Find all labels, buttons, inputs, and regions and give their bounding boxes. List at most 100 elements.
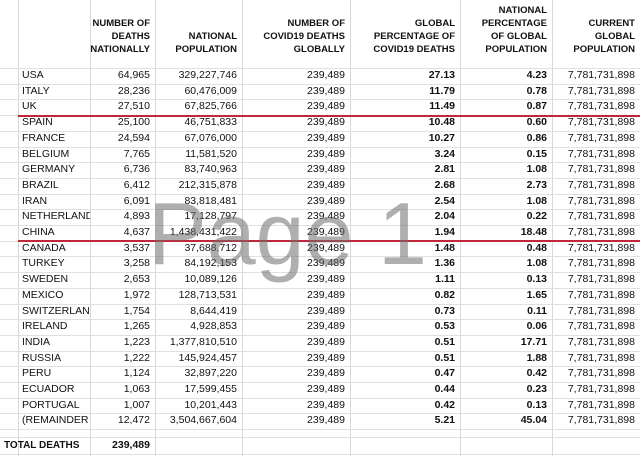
column-header: NUMBER OF COVID19 DEATHS GLOBALLY: [242, 0, 345, 56]
country: ITALY: [22, 84, 50, 97]
cell-value: 7,781,731,898: [567, 398, 635, 411]
country: PORTUGAL: [22, 398, 80, 411]
page-watermark: Page 1: [148, 184, 427, 283]
cell-value: 17.71: [520, 335, 547, 348]
column-header: CURRENT GLOBAL POPULATION: [552, 0, 635, 56]
cell-value: 10,201,443: [184, 398, 237, 411]
cell-value: 1.08: [526, 257, 547, 270]
cell-value: 239,489: [307, 241, 345, 254]
country: CANADA: [22, 241, 66, 254]
country: INDIA: [22, 335, 51, 348]
cell-value: 239,489: [307, 84, 345, 97]
cell-value: 24,594: [117, 131, 150, 144]
grid-line: [0, 454, 640, 455]
country: BRAZIL: [22, 178, 59, 191]
cell-value: 5.21: [434, 414, 455, 427]
cell-value: 0.22: [526, 210, 547, 223]
cell-value: 0.44: [434, 383, 455, 395]
cell-value: 239,489: [307, 351, 345, 364]
cell-value: 1.08: [526, 163, 547, 176]
cell-value: 12,472: [117, 414, 150, 427]
cell-value: 1.08: [526, 194, 547, 207]
cell-value: 7,781,731,898: [567, 367, 635, 380]
header-line: GLOBALLY: [293, 44, 345, 55]
cell-value: 239,489: [307, 288, 345, 301]
cell-value: 239,489: [307, 273, 345, 286]
cell-value: 6,412: [123, 178, 150, 191]
grid-line: [0, 272, 640, 273]
grid-line: [0, 351, 640, 352]
cell-value: 4.23: [526, 69, 547, 81]
cell-value: 0.47: [434, 367, 455, 380]
country: RUSSIA: [22, 351, 62, 364]
grid-line: [460, 0, 461, 456]
cell-value: 2.68: [434, 178, 455, 191]
cell-value: 28,236: [117, 84, 150, 97]
cell-value: 83,740,963: [184, 163, 237, 176]
cell-value: 239,489: [307, 414, 345, 427]
grid-line: [0, 382, 640, 383]
grid-line: [155, 0, 156, 456]
header-line: NATIONAL: [188, 31, 237, 42]
cell-value: 67,076,000: [184, 131, 237, 144]
cell-value: 67,825,766: [184, 100, 237, 113]
header-line: COVID19 DEATHS: [263, 31, 345, 42]
cell-value: 239,489: [307, 226, 345, 238]
cell-value: 239,489: [307, 116, 345, 129]
grid-line: [242, 0, 243, 456]
divider: [18, 115, 640, 117]
cell-value: 32,897,220: [184, 367, 237, 380]
cell-value: 2.73: [526, 178, 547, 191]
cell-value: 7,781,731,898: [567, 320, 635, 333]
country: CHINA: [22, 226, 55, 238]
cell-value: 45.04: [520, 414, 547, 427]
cell-value: 239,489: [307, 210, 345, 223]
cell-value: 37,688,712: [184, 241, 237, 254]
column-header: NUMBER OF DEATHS NATIONALLY: [90, 0, 150, 56]
grid-line: [0, 178, 640, 179]
cell-value: 0.23: [526, 383, 547, 395]
grid-line: [552, 0, 553, 456]
cell-value: 1,265: [123, 320, 150, 333]
cell-value: 84,192,153: [184, 257, 237, 270]
cell-value: 6,736: [123, 163, 150, 176]
cell-value: 64,965: [117, 69, 150, 81]
cell-value: 239,489: [307, 304, 345, 317]
cell-value: 239,489: [307, 335, 345, 348]
grid-line: [0, 366, 640, 367]
header-line: POPULATION: [175, 44, 237, 55]
cell-value: 7,781,731,898: [567, 335, 635, 348]
country: SWITZERLAN: [22, 304, 90, 317]
grid-line: [0, 147, 640, 148]
grid-line: [0, 162, 640, 163]
header-line: NUMBER OF: [92, 18, 150, 29]
cell-value: 27.13: [428, 69, 455, 81]
header-line: PERCENTAGE OF: [373, 31, 455, 42]
grid-line: [0, 288, 640, 289]
cell-value: 0.42: [526, 367, 547, 380]
cell-value: 1,063: [123, 383, 150, 395]
cell-value: 7,781,731,898: [567, 84, 635, 97]
cell-value: 7,781,731,898: [567, 100, 635, 113]
cell-value: 25,100: [117, 116, 150, 129]
cell-value: 239,489: [307, 131, 345, 144]
divider: [18, 240, 640, 242]
cell-value: 8,644,419: [190, 304, 237, 317]
column-header: GLOBAL PERCENTAGE OF COVID19 DEATHS: [350, 0, 455, 56]
cell-value: 7,781,731,898: [567, 383, 635, 395]
cell-value: 7,781,731,898: [567, 116, 635, 129]
grid-line: [0, 99, 640, 100]
grid-line: [0, 429, 640, 430]
cell-value: 7,781,731,898: [567, 163, 635, 176]
cell-value: 239,489: [307, 367, 345, 380]
cell-value: 128,713,531: [178, 288, 237, 301]
cell-value: 239,489: [307, 69, 345, 81]
cell-value: 1,223: [123, 335, 150, 348]
cell-value: 0.06: [526, 320, 547, 333]
cell-value: 83,818,481: [184, 194, 237, 207]
cell-value: 1.11: [435, 273, 455, 286]
cell-value: 18.48: [520, 226, 547, 238]
cell-value: 7,781,731,898: [567, 131, 635, 144]
cell-value: 27,510: [117, 100, 150, 113]
